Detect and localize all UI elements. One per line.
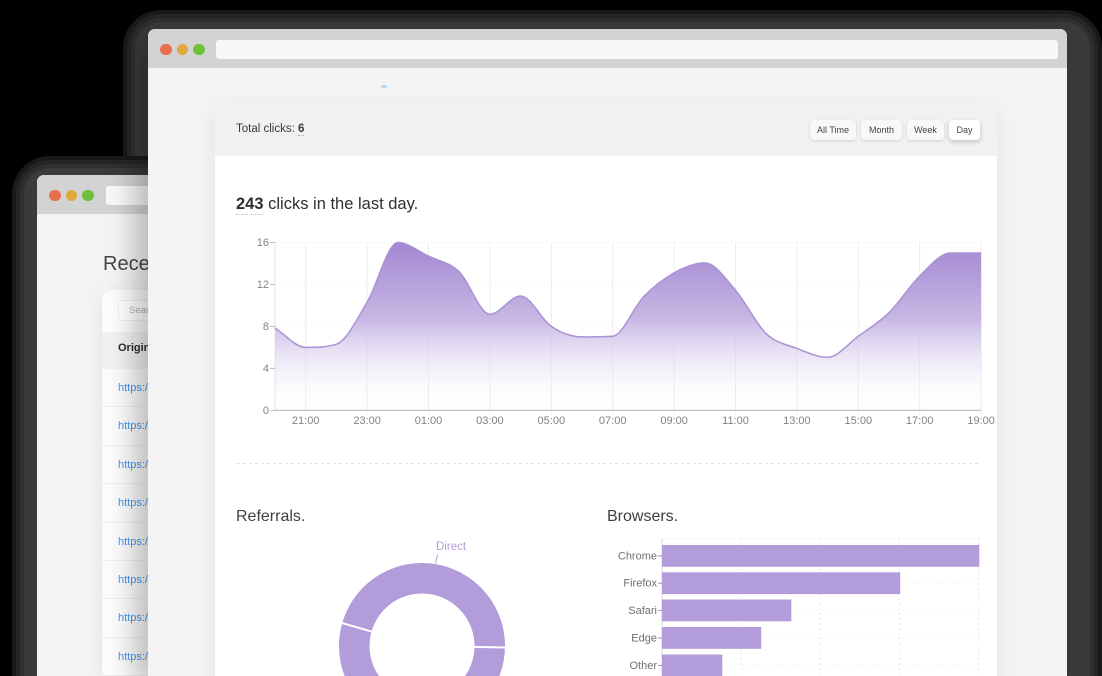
svg-text:21:00: 21:00 <box>292 415 320 427</box>
svg-text:03:00: 03:00 <box>476 415 504 427</box>
svg-text:13:00: 13:00 <box>783 415 811 427</box>
svg-text:15:00: 15:00 <box>845 415 873 427</box>
svg-text:11:00: 11:00 <box>722 415 749 427</box>
svg-text:Referrals.: Referrals. <box>236 508 305 525</box>
svg-text:Safari: Safari <box>628 605 657 617</box>
svg-text:12: 12 <box>257 279 269 291</box>
svg-text:Firefox: Firefox <box>623 578 657 590</box>
svg-text:Browsers.: Browsers. <box>607 508 678 525</box>
svg-text:Direct: Direct <box>436 541 467 553</box>
svg-text:19:00: 19:00 <box>967 415 995 427</box>
svg-text:16: 16 <box>257 237 269 249</box>
svg-text:17:00: 17:00 <box>906 415 934 427</box>
svg-text:8: 8 <box>263 321 269 333</box>
svg-text:07:00: 07:00 <box>599 415 627 427</box>
svg-text:09:00: 09:00 <box>660 415 688 427</box>
svg-text:01:00: 01:00 <box>415 415 443 427</box>
svg-text:0: 0 <box>263 405 269 417</box>
svg-text:4: 4 <box>263 363 269 375</box>
svg-text:Other: Other <box>629 660 657 672</box>
svg-text:23:00: 23:00 <box>353 415 381 427</box>
svg-text:05:00: 05:00 <box>538 415 566 427</box>
svg-text:Chrome: Chrome <box>618 550 657 562</box>
svg-text:Edge: Edge <box>631 632 657 644</box>
